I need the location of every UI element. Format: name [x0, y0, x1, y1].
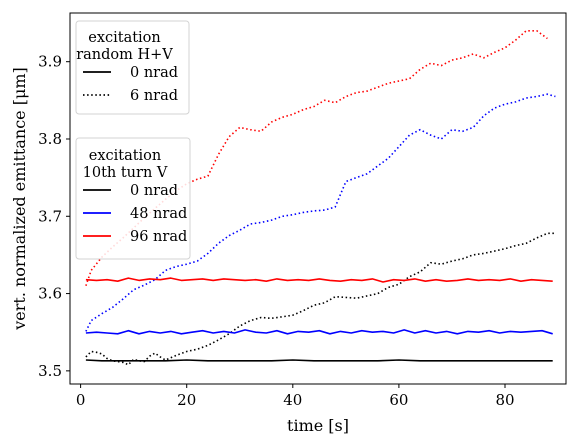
legend-box-1: [75, 137, 191, 260]
legend-0-title-line-1: random H+V: [76, 47, 173, 63]
plot-frame: [69, 12, 567, 385]
series-line-5: [85, 277, 553, 283]
y-tick-label-3: 3.8: [38, 130, 62, 148]
legend-1-label-0: 0 nrad: [130, 183, 178, 199]
legend-0-title-line-0: excitation: [88, 30, 161, 46]
x-tick-label-2: 40: [283, 391, 302, 409]
x-tick-label-4: 80: [495, 391, 514, 409]
x-tick-label-0: 0: [76, 391, 86, 409]
x-axis-label: time [s]: [287, 416, 349, 435]
legend-1-label-1: 48 nrad: [130, 206, 187, 222]
x-tick-label-1: 20: [177, 391, 196, 409]
legend-0-label-0: 0 nrad: [130, 65, 178, 81]
legend-1-title-line-1: 10th turn V: [83, 165, 168, 181]
legend-1-label-2: 96 nrad: [130, 229, 187, 245]
legend-box-0: [75, 20, 190, 115]
ticks-layer: 0 20 40 60 80 3.5 3.6 3.7 3.8 3.9: [38, 53, 514, 409]
legend-0-label-1: 6 nrad: [130, 88, 178, 104]
series-line-3: [85, 359, 553, 362]
legend-1-title-line-0: excitation: [89, 148, 162, 164]
series-line-1: [85, 93, 556, 332]
y-tick-label-1: 3.6: [38, 285, 62, 303]
series-layer: [85, 29, 556, 366]
y-tick-label-4: 3.9: [38, 53, 62, 71]
y-tick-label-2: 3.7: [38, 207, 62, 225]
y-tick-label-0: 3.5: [38, 362, 62, 380]
series-line-4: [85, 329, 553, 335]
series-line-0: [85, 29, 548, 287]
y-axis-label: vert. normalized emittance [μm]: [10, 67, 29, 331]
x-tick-label-3: 60: [389, 391, 408, 409]
